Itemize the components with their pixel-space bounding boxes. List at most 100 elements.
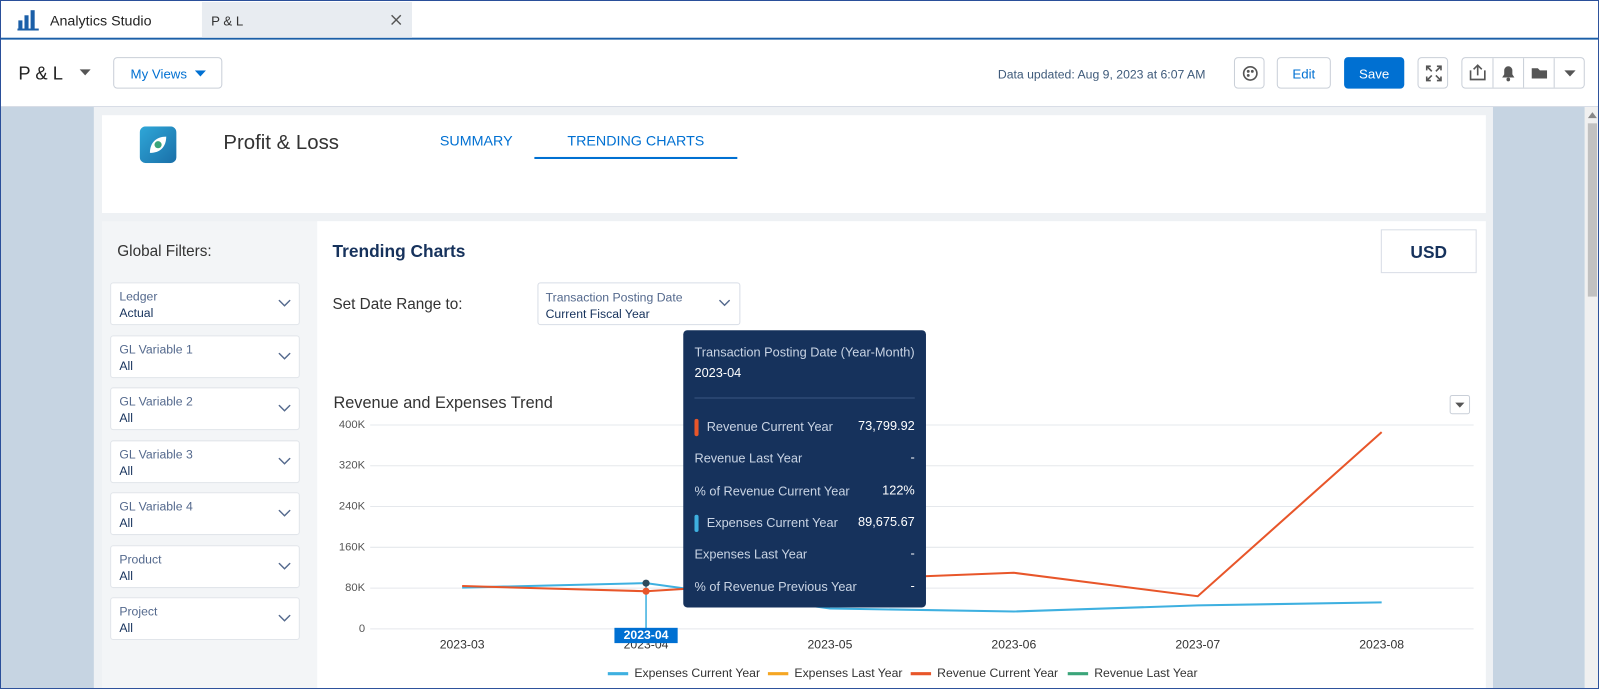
expand-icon <box>1425 65 1442 82</box>
filter-label: Project <box>119 604 158 619</box>
edit-button[interactable]: Edit <box>1276 57 1331 89</box>
tooltip-date: 2023-04 <box>694 365 742 381</box>
close-icon[interactable] <box>391 14 402 25</box>
y-tick-label: 80K <box>345 582 365 594</box>
hover-point <box>642 579 650 587</box>
hover-label-bg <box>614 627 678 644</box>
brand-logo <box>139 126 177 164</box>
hover-label: 2023-04 <box>624 628 669 642</box>
tooltip-label: % of Revenue Previous Year <box>694 579 857 594</box>
chevron <box>718 299 731 307</box>
date-value: Current Fiscal Year <box>545 306 650 322</box>
dashboard-name: P & L <box>18 63 63 84</box>
legend-label: Revenue Current Year <box>937 666 1058 680</box>
tooltip-title: Transaction Posting Date (Year-Month) <box>694 345 915 360</box>
fullscreen-button[interactable] <box>1417 57 1449 89</box>
toolbar: P & L My Views Data updated: Aug 9, 2023… <box>1 39 1599 108</box>
app-bar: Analytics Studio P & L <box>1 1 1599 40</box>
date-field: Transaction Posting Date <box>545 290 683 305</box>
chevron <box>278 299 291 307</box>
filter-value: All <box>119 410 133 426</box>
dashboard-title: Profit & Loss <box>223 131 339 154</box>
action-group <box>1461 57 1585 89</box>
legend-label: Expenses Last Year <box>794 666 902 680</box>
series-line <box>462 582 1382 613</box>
filter-value: Actual <box>119 305 154 321</box>
tab[interactable]: P & L <box>201 2 412 38</box>
filter-value: All <box>119 568 133 583</box>
chart: Revenue and Expenses Trend 0 80K 160K 240K 3… <box>333 394 1474 680</box>
scroll-thumb[interactable] <box>1587 123 1598 297</box>
filter-dropdown[interactable]: Project All <box>110 597 300 641</box>
tooltip-label: Revenue Current Year <box>706 419 833 435</box>
chart-title: Revenue and Expenses Trend <box>333 394 552 412</box>
y-tick-label: 160K <box>339 541 366 553</box>
chevron <box>278 562 291 570</box>
filter-value: All <box>119 463 133 478</box>
tooltip: Transaction Posting Date (Year-Month) 20… <box>683 330 926 608</box>
legend-label: Expenses Current Year <box>634 666 760 680</box>
x-tick-label: 2023-03 <box>440 637 485 651</box>
app-logo <box>17 10 39 31</box>
x-tick-label: 2023-06 <box>991 637 1036 651</box>
tooltip-row: Revenue Current Year 73,799.92 <box>694 418 915 439</box>
tooltip-label: % of Revenue Current Year <box>694 483 850 498</box>
tooltip-swatch <box>694 418 699 437</box>
legend-label: Revenue Last Year <box>1094 666 1197 680</box>
x-tick-label: 2023-05 <box>808 637 853 651</box>
filter-dropdown[interactable]: GL Variable 1 All <box>110 334 300 378</box>
chevron <box>278 404 291 412</box>
palette-icon <box>1242 65 1258 81</box>
tooltip-value: - <box>910 546 915 561</box>
tooltip-row: Expenses Last Year - <box>694 546 914 566</box>
filter-label: GL Variable 3 <box>119 446 193 462</box>
save-label: Save <box>1359 66 1390 82</box>
filter-dropdown[interactable]: Ledger Actual <box>110 282 300 326</box>
edit-label: Edit <box>1292 66 1316 82</box>
filter-label: GL Variable 2 <box>119 394 193 409</box>
filter-value: All <box>119 515 133 530</box>
action-icons[interactable] <box>1462 58 1585 88</box>
filter-dropdown[interactable]: Product All <box>110 544 300 588</box>
tooltip-value: 122% <box>882 482 915 497</box>
tooltip-label: Revenue Last Year <box>694 451 803 467</box>
date-dropdown[interactable]: Transaction Posting Date Current Fiscal … <box>537 282 741 326</box>
filter-dropdown[interactable]: GL Variable 2 All <box>110 387 300 431</box>
chevron <box>278 614 291 622</box>
tooltip-row: Revenue Last Year - <box>694 451 914 471</box>
filter-dropdown[interactable]: GL Variable 3 All <box>110 439 300 483</box>
filter-dropdown[interactable]: GL Variable 4 All <box>110 492 300 536</box>
caret <box>194 70 206 77</box>
theme-button[interactable] <box>1233 57 1265 89</box>
section-title: Trending Charts <box>332 241 466 261</box>
y-tick-label: 0 <box>359 623 365 635</box>
filter-value: All <box>119 358 133 373</box>
tooltip-label: Expenses Current Year <box>706 515 838 530</box>
filter-label: Product <box>119 551 162 567</box>
scrollbar[interactable] <box>1584 107 1599 688</box>
caret[interactable] <box>79 69 91 76</box>
scroll-arrow <box>1587 112 1598 119</box>
filter-value: All <box>119 620 133 635</box>
y-tick-label: 320K <box>339 460 366 472</box>
nav-tab-active[interactable]: TRENDING CHARTS <box>567 132 705 149</box>
tooltip-label: Expenses Last Year <box>694 547 808 562</box>
hover-point <box>642 587 650 595</box>
save-button[interactable]: Save <box>1344 57 1405 89</box>
y-tick-label: 240K <box>339 501 366 513</box>
tab-underline <box>534 156 738 159</box>
nav-tab[interactable]: SUMMARY <box>439 132 513 149</box>
currency-box: USD <box>1380 229 1477 274</box>
tooltip-row: Expenses Current Year 89,675.67 <box>694 514 915 535</box>
chevron <box>278 509 291 517</box>
tooltip-value: - <box>910 450 915 466</box>
filter-label: GL Variable 4 <box>119 499 193 514</box>
date-range-label: Set Date Range to: <box>332 295 463 313</box>
views-label: My Views <box>130 66 188 82</box>
filters-title: Global Filters: <box>117 242 212 260</box>
chevron <box>278 457 291 465</box>
y-tick-label: 400K <box>339 419 366 431</box>
chevron <box>278 352 291 360</box>
views-button[interactable]: My Views <box>113 57 223 89</box>
